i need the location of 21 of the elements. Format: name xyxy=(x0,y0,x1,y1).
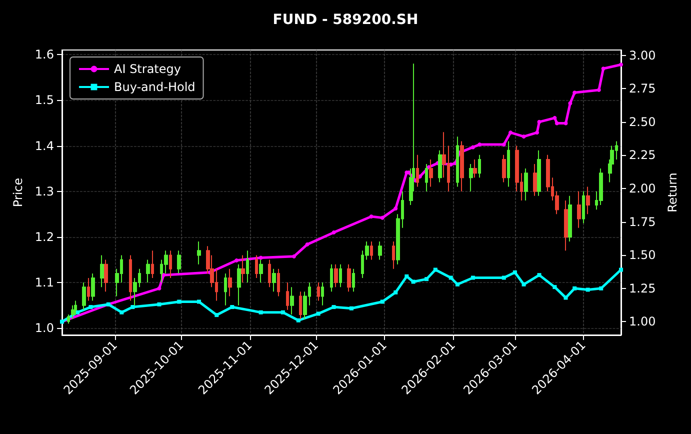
y2-tick-label: 2.50 xyxy=(629,114,656,129)
y-tick-label: 1.6 xyxy=(34,48,54,62)
y-tick-label: 1.3 xyxy=(34,184,54,198)
chart-title: FUND - 589200.SH xyxy=(272,12,418,28)
y-tick-label: 1.5 xyxy=(34,93,54,108)
y2-tick-label: 1.00 xyxy=(629,314,656,329)
legend-label: Buy-and-Hold xyxy=(114,80,196,94)
y-axis-title: Price xyxy=(11,178,25,208)
y-tick-label: 1.4 xyxy=(34,138,54,153)
legend-label: AI Strategy xyxy=(114,62,181,76)
y2-axis-title: Return xyxy=(666,172,680,212)
y-tick-label: 1.0 xyxy=(34,321,54,336)
y2-tick-label: 2.25 xyxy=(629,148,656,162)
y2-tick-label: 1.25 xyxy=(629,281,656,296)
y-tick-label: 1.1 xyxy=(34,276,54,290)
y2-tick-label: 1.75 xyxy=(629,214,656,229)
y2-tick-label: 1.50 xyxy=(629,248,656,262)
y2-tick-label: 2.75 xyxy=(629,82,656,96)
y2-tick-label: 3.00 xyxy=(629,48,656,62)
y-tick-label: 1.2 xyxy=(34,230,54,244)
y2-tick-label: 2.00 xyxy=(629,182,656,196)
